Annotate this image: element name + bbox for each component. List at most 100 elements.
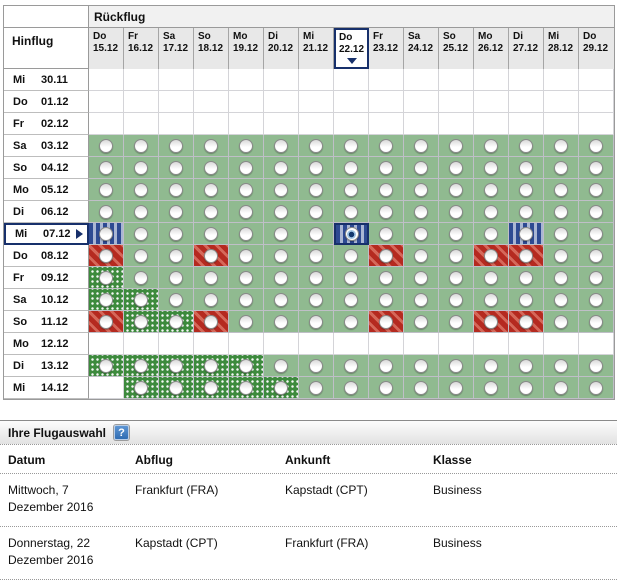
- fare-radio[interactable]: [169, 160, 183, 175]
- fare-radio[interactable]: [99, 358, 113, 373]
- fare-radio[interactable]: [554, 380, 568, 395]
- fare-radio[interactable]: [484, 160, 498, 175]
- fare-radio[interactable]: [169, 204, 183, 219]
- fare-radio[interactable]: [519, 292, 533, 307]
- column-header-do-15-12[interactable]: Do 15.12: [89, 28, 124, 69]
- fare-radio[interactable]: [484, 182, 498, 197]
- fare-radio[interactable]: [134, 204, 148, 219]
- fare-radio[interactable]: [484, 226, 498, 241]
- fare-radio[interactable]: [274, 248, 288, 263]
- fare-radio[interactable]: [344, 138, 358, 153]
- column-header-fr-16-12[interactable]: Fr 16.12: [124, 28, 159, 69]
- fare-radio[interactable]: [169, 138, 183, 153]
- column-header-do-29-12[interactable]: Do 29.12: [579, 28, 614, 69]
- fare-radio[interactable]: [379, 226, 393, 241]
- fare-radio[interactable]: [554, 270, 568, 285]
- fare-radio[interactable]: [309, 292, 323, 307]
- fare-radio[interactable]: [414, 138, 428, 153]
- fare-radio[interactable]: [99, 160, 113, 175]
- fare-radio[interactable]: [274, 380, 288, 395]
- fare-radio[interactable]: [239, 160, 253, 175]
- fare-radio[interactable]: [239, 204, 253, 219]
- fare-radio[interactable]: [274, 292, 288, 307]
- fare-radio[interactable]: [379, 160, 393, 175]
- fare-radio[interactable]: [309, 138, 323, 153]
- fare-radio[interactable]: [99, 248, 113, 263]
- fare-radio[interactable]: [589, 160, 603, 175]
- fare-radio[interactable]: [554, 292, 568, 307]
- fare-radio[interactable]: [519, 358, 533, 373]
- fare-radio[interactable]: [169, 270, 183, 285]
- fare-radio[interactable]: [99, 182, 113, 197]
- row-header-mo-05-12[interactable]: Mo 05.12: [4, 179, 89, 201]
- fare-radio[interactable]: [589, 138, 603, 153]
- fare-radio[interactable]: [519, 204, 533, 219]
- fare-radio[interactable]: [449, 248, 463, 263]
- fare-radio[interactable]: [379, 314, 393, 329]
- fare-radio[interactable]: [414, 248, 428, 263]
- fare-radio[interactable]: [239, 226, 253, 241]
- fare-radio[interactable]: [519, 314, 533, 329]
- fare-radio[interactable]: [449, 380, 463, 395]
- fare-radio[interactable]: [519, 182, 533, 197]
- row-header-fr-02-12[interactable]: Fr 02.12: [4, 113, 89, 135]
- fare-radio[interactable]: [274, 314, 288, 329]
- fare-radio[interactable]: [554, 138, 568, 153]
- fare-radio[interactable]: [239, 270, 253, 285]
- fare-radio[interactable]: [379, 292, 393, 307]
- row-header-so-04-12[interactable]: So 04.12: [4, 157, 89, 179]
- fare-radio[interactable]: [449, 226, 463, 241]
- fare-radio[interactable]: [239, 138, 253, 153]
- fare-radio[interactable]: [589, 292, 603, 307]
- fare-radio[interactable]: [379, 138, 393, 153]
- row-header-di-06-12[interactable]: Di 06.12: [4, 201, 89, 223]
- fare-radio[interactable]: [169, 248, 183, 263]
- fare-radio[interactable]: [589, 204, 603, 219]
- fare-radio[interactable]: [169, 226, 183, 241]
- fare-radio[interactable]: [309, 248, 323, 263]
- fare-radio[interactable]: [99, 204, 113, 219]
- row-header-mi-14-12[interactable]: Mi 14.12: [4, 377, 89, 399]
- fare-radio[interactable]: [134, 358, 148, 373]
- row-header-di-13-12[interactable]: Di 13.12: [4, 355, 89, 377]
- fare-radio[interactable]: [99, 314, 113, 329]
- row-header-mi-07-12[interactable]: Mi 07.12: [4, 223, 89, 245]
- fare-radio[interactable]: [239, 380, 253, 395]
- fare-radio[interactable]: [484, 270, 498, 285]
- row-header-sa-10-12[interactable]: Sa 10.12: [4, 289, 89, 311]
- row-header-do-08-12[interactable]: Do 08.12: [4, 245, 89, 267]
- fare-radio[interactable]: [309, 358, 323, 373]
- column-header-so-18-12[interactable]: So 18.12: [194, 28, 229, 69]
- fare-radio[interactable]: [484, 314, 498, 329]
- fare-radio[interactable]: [519, 138, 533, 153]
- fare-radio[interactable]: [554, 358, 568, 373]
- fare-radio[interactable]: [554, 226, 568, 241]
- fare-radio[interactable]: [274, 182, 288, 197]
- fare-radio[interactable]: [274, 204, 288, 219]
- fare-radio[interactable]: [344, 314, 358, 329]
- fare-radio[interactable]: [169, 380, 183, 395]
- fare-radio[interactable]: [554, 314, 568, 329]
- fare-radio[interactable]: [274, 358, 288, 373]
- fare-radio[interactable]: [169, 292, 183, 307]
- fare-radio[interactable]: [379, 248, 393, 263]
- fare-radio[interactable]: [204, 380, 218, 395]
- fare-radio[interactable]: [239, 358, 253, 373]
- fare-radio[interactable]: [414, 182, 428, 197]
- fare-radio[interactable]: [449, 270, 463, 285]
- fare-radio[interactable]: [309, 204, 323, 219]
- fare-radio[interactable]: [134, 248, 148, 263]
- fare-radio[interactable]: [379, 204, 393, 219]
- fare-radio[interactable]: [204, 314, 218, 329]
- fare-radio[interactable]: [274, 270, 288, 285]
- fare-radio[interactable]: [554, 160, 568, 175]
- column-header-mi-28-12[interactable]: Mi 28.12: [544, 28, 579, 69]
- fare-radio[interactable]: [589, 314, 603, 329]
- fare-radio[interactable]: [344, 292, 358, 307]
- fare-radio[interactable]: [344, 358, 358, 373]
- row-header-fr-09-12[interactable]: Fr 09.12: [4, 267, 89, 289]
- fare-radio[interactable]: [239, 314, 253, 329]
- help-icon[interactable]: ?: [114, 425, 130, 440]
- column-header-so-25-12[interactable]: So 25.12: [439, 28, 474, 69]
- fare-radio[interactable]: [414, 314, 428, 329]
